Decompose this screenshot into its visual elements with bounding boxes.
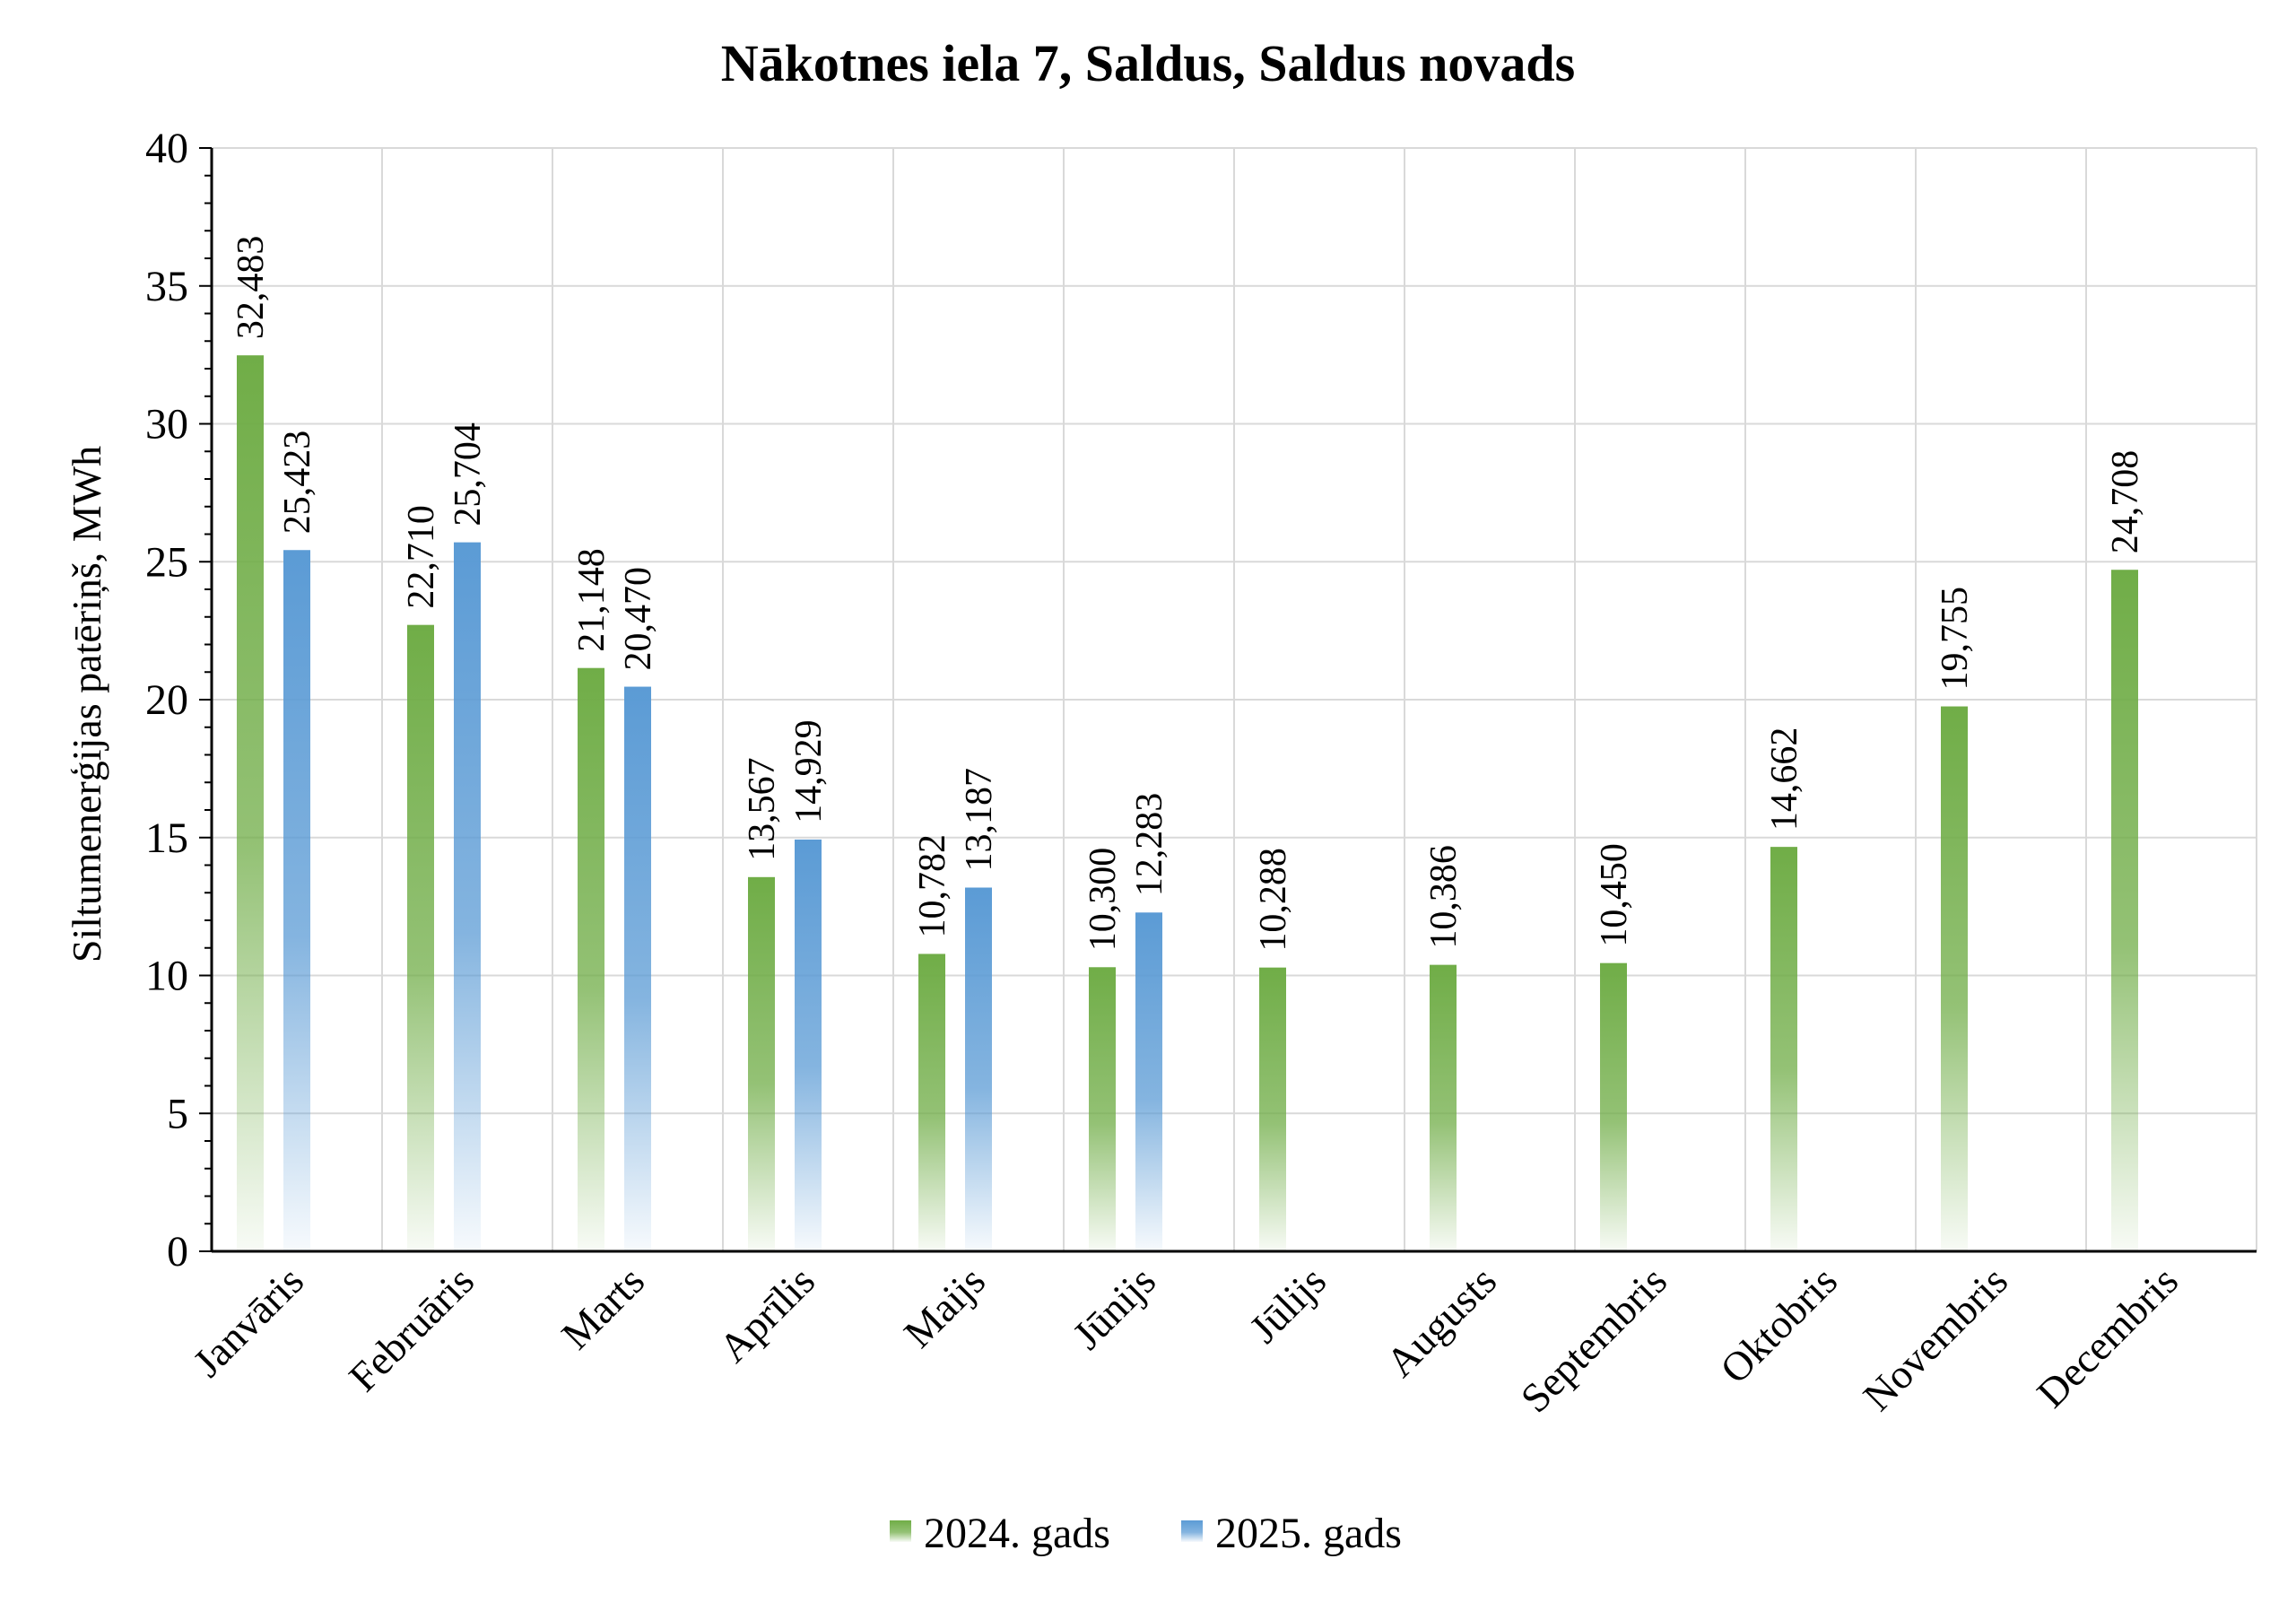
grid-lines [212,147,2257,1252]
data-label: 32,483 [230,236,272,340]
x-tick-label: Novembris [1854,1258,2016,1420]
y-axis-title: Siltumenerģijas patēriņš, MWh [64,446,109,962]
bar-2025-janvāris [283,550,310,1251]
data-label: 10,386 [1423,845,1465,949]
bar-2024-oktobris [1770,847,1797,1251]
data-label: 12,283 [1129,793,1170,897]
x-tick-label: Aprīlis [710,1258,823,1371]
x-tick-label: Maijs [895,1258,994,1356]
data-label: 10,300 [1083,848,1124,952]
bar-2024-marts [578,667,604,1251]
data-label: 19,755 [1935,587,1976,691]
legend-label: 2025. gads [1215,1510,1402,1557]
bar-2024-jūnijs [1089,967,1116,1251]
y-tick-label: 35 [145,263,188,310]
data-label: 10,782 [912,834,953,938]
bar-2024-jūlijs [1259,967,1286,1251]
y-tick-label: 25 [145,538,188,586]
legend-swatch [1181,1520,1203,1542]
bar-2025-februāris [454,542,481,1251]
y-tick-label: 0 [167,1228,188,1276]
legend-label: 2024. gads [924,1510,1110,1557]
data-labels: 32,483 22,710 21,148 13,567 10,782 10,300 10,2… [230,236,2146,952]
y-tick-label: 40 [145,125,188,172]
data-label: 13,567 [742,757,783,861]
y-tick-label: 5 [167,1090,188,1137]
legend: 2024. gads 2025. gads [890,1510,1402,1557]
x-tick-label: Februāris [340,1258,483,1400]
y-tick-label: 15 [145,814,188,862]
y-tick-label: 20 [145,676,188,724]
bar-2024-augusts [1430,964,1457,1251]
x-tick-label: Decembris [2028,1258,2187,1416]
bar-2025-jūnijs [1135,912,1162,1251]
data-label: 22,710 [401,505,442,609]
bar-2024-septembris [1600,962,1627,1251]
y-tick-label: 30 [145,401,188,448]
bar-2024-februāris [407,624,434,1251]
bar-2025-maijs [965,887,992,1251]
data-label: 10,288 [1253,848,1294,952]
bar-2025-marts [624,686,651,1251]
data-label: 13,187 [959,768,1000,872]
data-label: 14,929 [788,719,830,823]
data-label: 20,470 [618,567,659,671]
data-label: 25,704 [448,422,489,527]
bar-2024-novembris [1941,706,1968,1251]
x-tick-label: Jūlijs [1240,1258,1335,1352]
x-tick-label: Marts [552,1258,653,1358]
bar-2024-aprīlis [748,876,775,1251]
chart-title: Nākotnes iela 7, Saldus, Saldus novads [721,34,1576,92]
bar-2025-aprīlis [795,839,822,1251]
data-label: 24,708 [2105,450,2146,554]
legend-swatch [890,1520,911,1542]
data-label: 10,450 [1594,843,1635,947]
bar-2024-decembris [2111,570,2138,1251]
x-tick-label: Augusts [1377,1258,1505,1386]
x-tick-label: Oktobris [1711,1258,1846,1392]
x-tick-label: Septembris [1512,1258,1675,1421]
bar-2024-janvāris [237,355,264,1252]
x-tick-label: Janvāris [184,1258,312,1386]
bars [237,355,2138,1252]
y-tick-label: 10 [145,953,188,1000]
bar-2024-maijs [918,954,945,1251]
data-label: 21,148 [571,548,613,652]
x-tick-label: Jūnijs [1064,1258,1164,1358]
data-label: 25,423 [277,431,318,535]
data-label: 14,662 [1764,727,1805,832]
